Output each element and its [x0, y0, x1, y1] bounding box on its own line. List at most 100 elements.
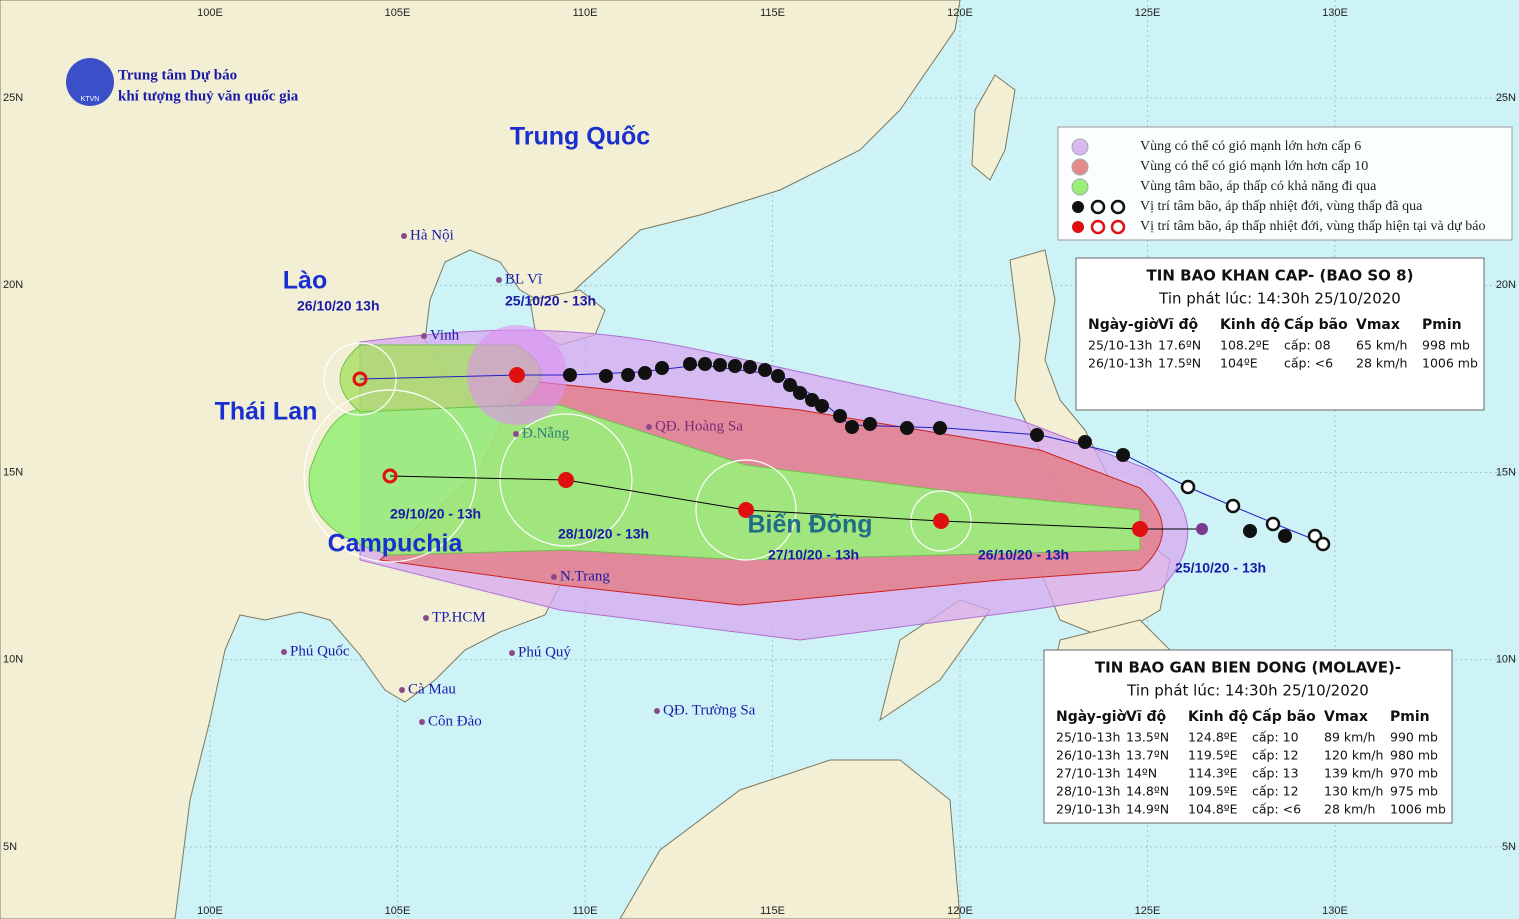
table-cell: 119.5ºE: [1188, 748, 1238, 763]
past-position: [1078, 435, 1092, 449]
lon-label: 105E: [385, 905, 411, 917]
track-time-label: 26/10/20 - 13h: [978, 547, 1069, 563]
past-position: [771, 369, 785, 383]
column-header: Pmin: [1422, 317, 1462, 333]
borneo: [619, 759, 961, 919]
track-time-label: 29/10/20 - 13h: [390, 506, 481, 522]
table-cell: 104.8ºE: [1188, 802, 1238, 817]
table-cell: 13.7ºN: [1126, 748, 1169, 763]
table-cell: 970 mb: [1390, 766, 1438, 781]
table-cell: 990 mb: [1390, 730, 1438, 745]
place-dot: [401, 233, 407, 239]
place-label: N.Trang: [560, 568, 610, 584]
bulletin-box: [1075, 257, 1485, 411]
place-label: QĐ. Hoàng Sa: [655, 418, 743, 434]
place-dot: [423, 615, 429, 621]
past-position: [683, 357, 697, 371]
table-cell: 104ºE: [1220, 356, 1258, 371]
past-position: [599, 369, 613, 383]
column-header: Cấp bão: [1284, 316, 1348, 333]
table-cell: 130 km/h: [1324, 784, 1383, 799]
table-cell: 65 km/h: [1356, 338, 1407, 353]
table-cell: 26/10-13h: [1088, 356, 1152, 371]
bulletin-title: TIN BAO GAN BIEN DONG (MOLAVE)-: [1095, 659, 1401, 677]
table-cell: 975 mb: [1390, 784, 1438, 799]
country-label: Campuchia: [328, 530, 464, 558]
column-header: Vĩ độ: [1126, 709, 1167, 725]
lon-label: 100E: [197, 7, 223, 19]
table-cell: 998 mb: [1422, 338, 1470, 353]
legend-box: [1057, 126, 1513, 241]
org-name: Trung tâm Dự báo: [118, 67, 237, 83]
bulletin-title: TIN BAO KHAN CAP- (BAO SO 8): [1147, 267, 1414, 285]
table-cell: 17.5ºN: [1158, 356, 1201, 371]
legend-symbol: [1110, 199, 1126, 215]
lon-label: 130E: [1322, 7, 1348, 19]
table-cell: 28 km/h: [1324, 802, 1375, 817]
country-label: Lào: [283, 267, 327, 295]
legend-symbol: [1090, 219, 1106, 235]
table-cell: 120 km/h: [1324, 748, 1383, 763]
table-cell: 29/10-13h: [1056, 802, 1120, 817]
table-cell: 1006 mb: [1390, 802, 1446, 817]
past-position: [713, 358, 727, 372]
track-time-label: 28/10/20 - 13h: [558, 526, 649, 542]
past-position: [933, 421, 947, 435]
track-time-label: 27/10/20 - 13h: [768, 547, 859, 563]
place-dot: [399, 687, 405, 693]
lon-label: 130E: [1322, 905, 1348, 917]
storm-position: [558, 472, 574, 488]
table-cell: 1006 mb: [1422, 356, 1478, 371]
country-label: Thái Lan: [215, 398, 318, 426]
place-label: Vinh: [430, 327, 460, 343]
lon-label: 110E: [573, 7, 598, 19]
country-label: Trung Quốc: [510, 123, 650, 151]
place-label: QĐ. Trường Sa: [663, 702, 756, 718]
column-header: Vmax: [1324, 709, 1368, 725]
lon-label: 120E: [947, 7, 973, 19]
table-cell: 13.5ºN: [1126, 730, 1169, 745]
past-position: [900, 421, 914, 435]
lon-label: 110E: [573, 905, 598, 917]
storm-position-now: [1196, 523, 1208, 535]
table-cell: 124.8ºE: [1188, 730, 1238, 745]
lat-label: 15N: [1496, 466, 1516, 478]
place-dot: [551, 574, 557, 580]
logo-circle: [66, 58, 114, 106]
storm-position: [1132, 521, 1148, 537]
column-header: Cấp bão: [1252, 708, 1316, 725]
lon-label: 125E: [1135, 905, 1161, 917]
table-cell: 980 mb: [1390, 748, 1438, 763]
table-cell: 89 km/h: [1324, 730, 1375, 745]
table-cell: 26/10-13h: [1056, 748, 1120, 763]
past-position: [563, 368, 577, 382]
legend-symbol: [1072, 201, 1084, 213]
past-position: [698, 357, 712, 371]
past-position-ring: [1315, 536, 1331, 552]
storm-position: [509, 367, 525, 383]
place-label: BL Vĩ: [505, 271, 543, 287]
place-label: Hà Nội: [410, 227, 454, 243]
table-cell: cấp: 13: [1252, 766, 1299, 781]
column-header: Kinh độ: [1188, 709, 1248, 725]
table-cell: 114.3ºE: [1188, 766, 1238, 781]
past-position: [1278, 529, 1292, 543]
logo: KTVN: [66, 58, 114, 106]
past-position: [728, 359, 742, 373]
lat-label: 20N: [1496, 279, 1516, 291]
past-position-ring: [1180, 479, 1196, 495]
lat-label: 25N: [3, 92, 23, 104]
legend-label: Vị trí tâm bão, áp thấp nhiệt đới, vùng …: [1140, 219, 1485, 234]
place-dot: [421, 333, 427, 339]
track-time-label: 25/10/20 - 13h: [1175, 560, 1266, 576]
place-label: Côn Đảo: [428, 713, 482, 729]
past-position: [621, 368, 635, 382]
place-dot: [646, 424, 652, 430]
track-time-label: 25/10/20 - 13h: [505, 293, 596, 309]
lat-label: 25N: [1496, 92, 1516, 104]
lon-label: 125E: [1135, 7, 1161, 19]
past-position: [863, 417, 877, 431]
table-cell: 25/10-13h: [1088, 338, 1152, 353]
past-position: [833, 409, 847, 423]
